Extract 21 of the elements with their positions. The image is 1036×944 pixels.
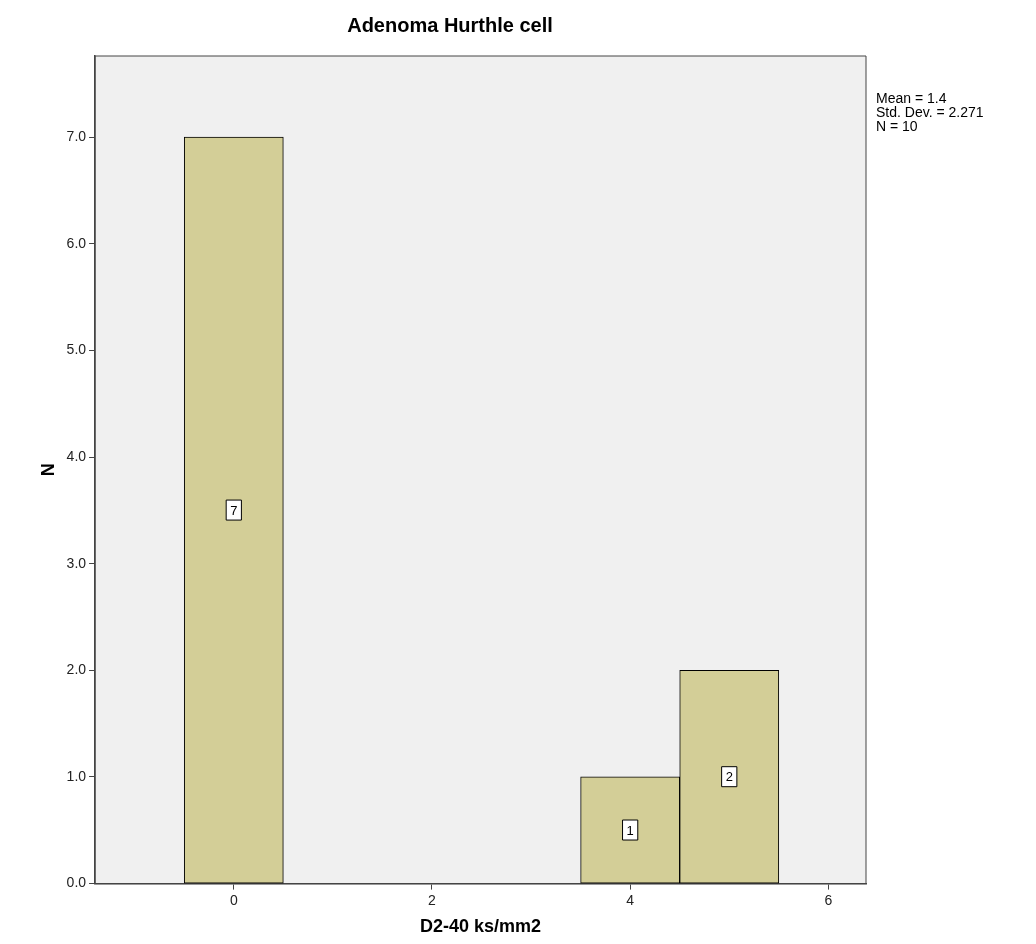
text: N = 10: [876, 117, 918, 134]
text: Std. Dev. = 2.271: [876, 103, 984, 120]
y-tick-label: 4.0: [66, 447, 87, 464]
data-label: 1: [626, 822, 634, 838]
chart-title: Adenoma Hurthle cell: [347, 13, 553, 36]
x-tick-label: 0: [229, 891, 238, 908]
y-tick-label: 0.0: [66, 874, 87, 891]
y-tick-label: 6.0: [66, 234, 87, 251]
y-tick-label: 7.0: [66, 127, 87, 144]
data-label: 7: [230, 502, 238, 518]
y-tick-label: 3.0: [66, 554, 87, 571]
x-axis-title: D2-40 ks/mm2: [419, 916, 542, 937]
y-tick-label: 2.0: [66, 661, 87, 678]
x-tick-label: 2: [428, 891, 437, 908]
y-tick-label: 1.0: [66, 767, 87, 784]
text: Mean = 1.4: [876, 89, 947, 106]
y-axis-title: N: [37, 463, 58, 477]
x-tick-label: 6: [824, 891, 833, 908]
y-tick-label: 5.0: [66, 341, 87, 358]
x-tick-label: 4: [626, 891, 635, 908]
data-label: 2: [725, 769, 733, 785]
